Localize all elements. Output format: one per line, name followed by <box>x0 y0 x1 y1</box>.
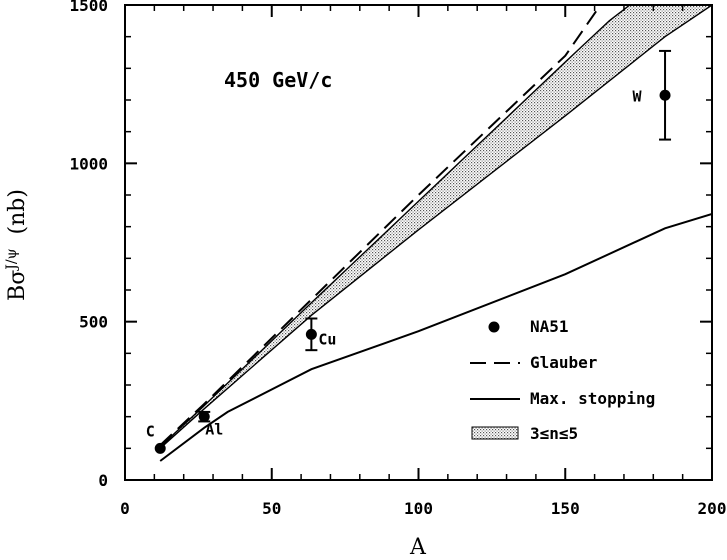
point-label-cu: Cu <box>318 330 336 348</box>
data-point-al <box>198 411 210 423</box>
energy-label: 450 GeV/c <box>224 68 332 92</box>
legend: NA51 Glauber Max. stopping 3≤n≤5 <box>470 317 655 443</box>
point-label-w: W <box>633 87 643 105</box>
y-axis-title-main: Bσ <box>5 270 30 301</box>
axes-layer: 0 50 100 150 200 0 500 1000 1500 <box>69 0 726 518</box>
band-3-n-5 <box>159 5 712 450</box>
data-point-cu <box>305 328 317 340</box>
y-tick-label-0: 0 <box>98 471 108 490</box>
legend-marker-na51 <box>488 321 500 333</box>
data-layer: C Al Cu W <box>146 5 712 462</box>
x-tick-label-0: 0 <box>120 499 130 518</box>
x-tick-label-200: 200 <box>698 499 727 518</box>
x-tick-label-150: 150 <box>551 499 580 518</box>
y-tick-label-500: 500 <box>79 313 108 332</box>
point-label-al: Al <box>205 421 223 439</box>
y-tick-label-1000: 1000 <box>69 154 108 173</box>
glauber-line <box>159 5 602 446</box>
x-tick-label-100: 100 <box>404 499 433 518</box>
plot-area <box>159 5 712 462</box>
legend-label-max-stopping: Max. stopping <box>530 389 655 408</box>
legend-label-na51: NA51 <box>530 317 569 336</box>
max-stopping-line <box>159 213 712 462</box>
y-axis-title-superscript: J/ψ <box>4 248 20 271</box>
x-axis-title: A <box>409 535 427 560</box>
y-axis-title-unit: (nb) <box>5 189 30 234</box>
legend-label-glauber: Glauber <box>530 353 597 372</box>
data-point-w <box>659 89 671 101</box>
y-tick-label-1500: 1500 <box>69 0 108 15</box>
x-tick-label-50: 50 <box>262 499 281 518</box>
legend-marker-band <box>471 426 519 440</box>
data-point-c <box>154 442 166 454</box>
point-label-c: C <box>146 422 155 440</box>
legend-label-band: 3≤n≤5 <box>530 424 578 443</box>
y-axis-title: BσJ/ψ (nb) <box>4 189 30 301</box>
plot-frame <box>124 4 713 481</box>
